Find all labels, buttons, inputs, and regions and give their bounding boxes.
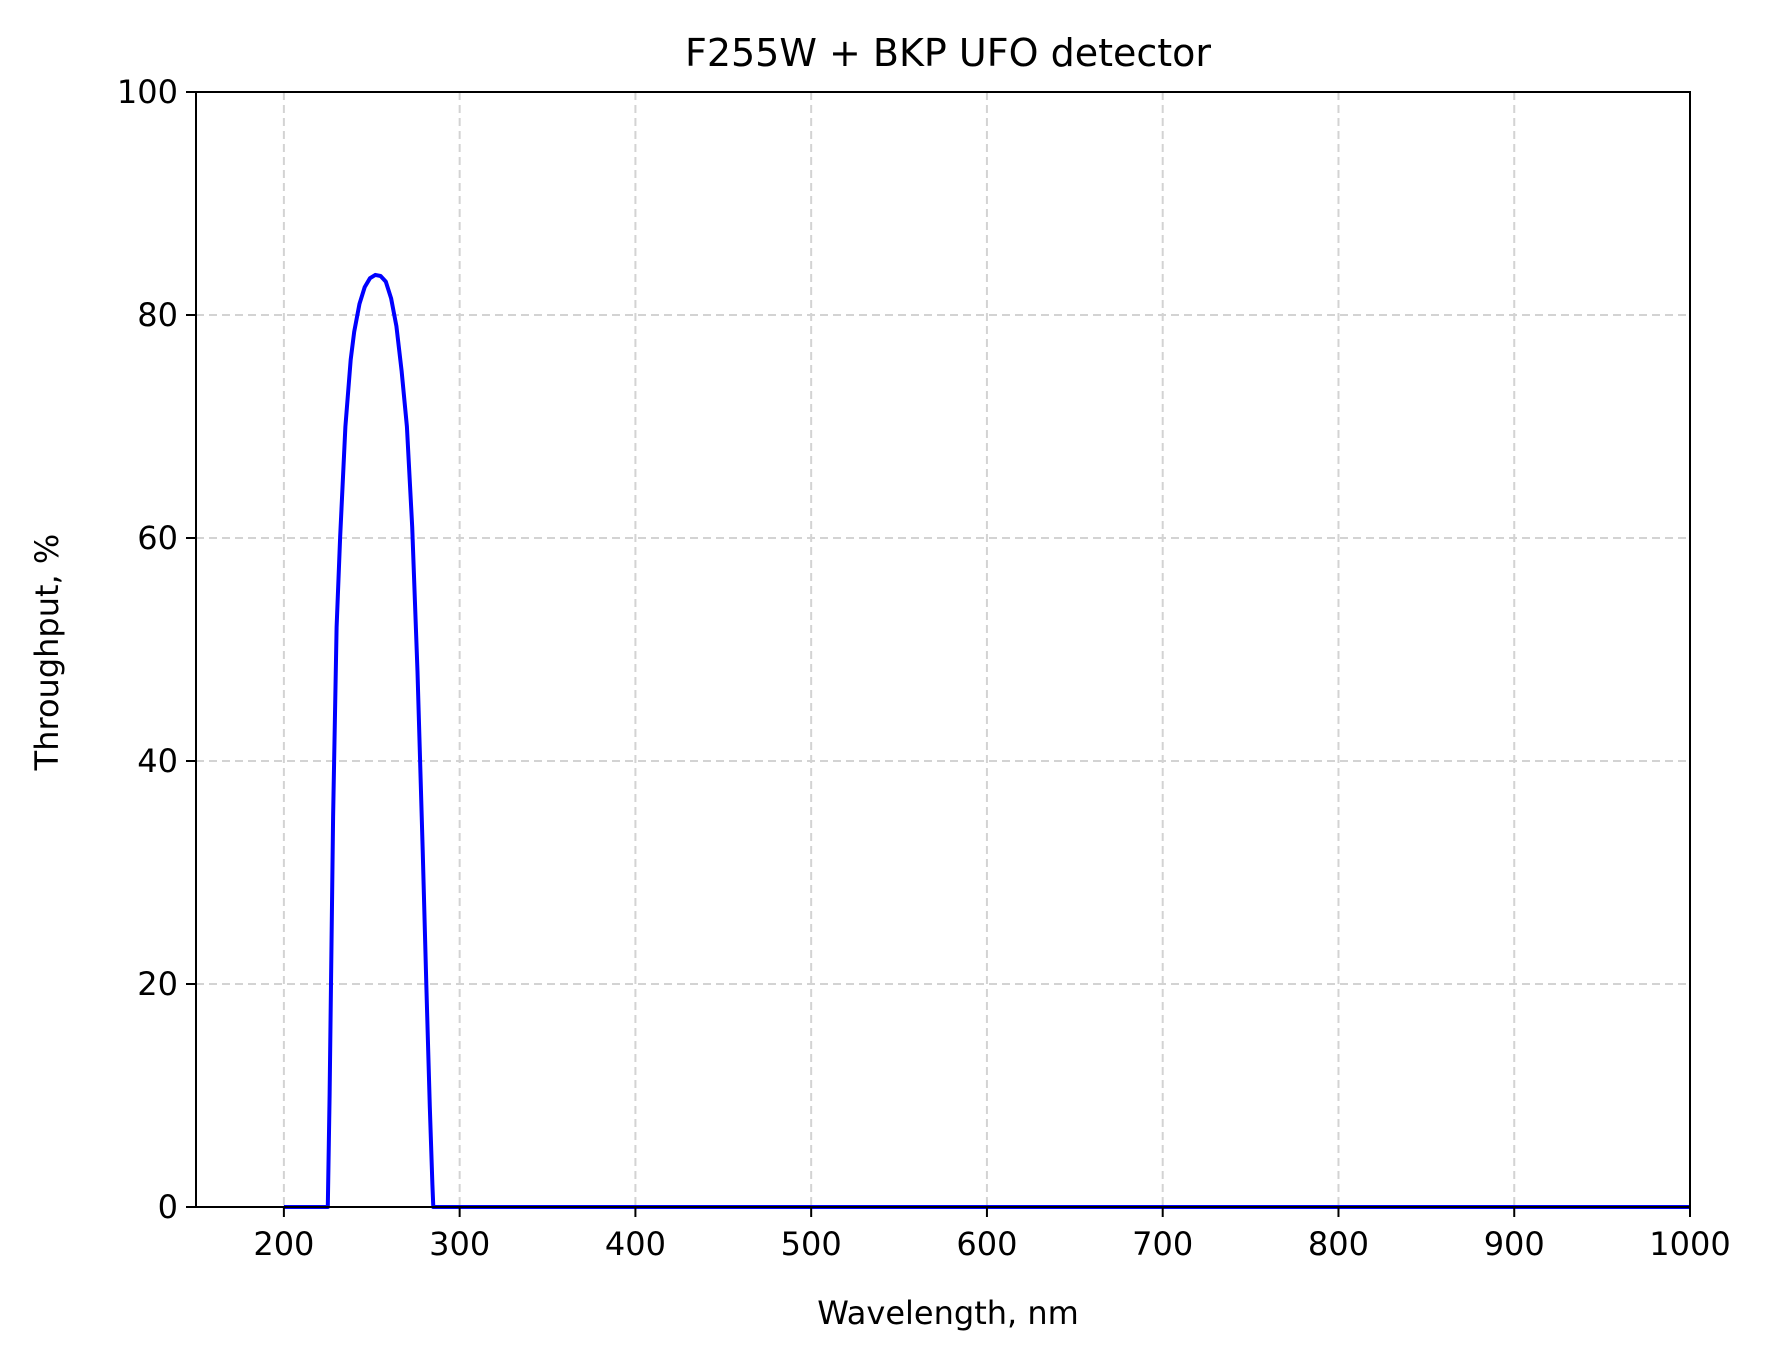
y-tick-label: 40 [137,742,178,780]
x-tick-label: 900 [1484,1225,1545,1263]
y-tick-label: 20 [137,965,178,1003]
gridlines [196,91,1691,1208]
y-tick-label: 60 [137,519,178,557]
x-tick-label: 600 [956,1225,1017,1263]
plot-frame [195,91,1691,1208]
x-tick-label: 300 [429,1225,490,1263]
x-tick-label: 1000 [1649,1225,1730,1263]
y-tick-label: 80 [137,296,178,334]
chart-title: F255W + BKP UFO detector [685,31,1211,75]
axis-ticks: 200 300 400 500 600 700 800 900 1000 0 20 40 60 80 100 [117,73,1731,1263]
x-axis-label: Wavelength, nm [817,1294,1079,1332]
y-axis-label: Throughput, % [28,534,66,772]
y-tick-label: 0 [158,1188,178,1226]
x-tick-label: 500 [781,1225,842,1263]
x-tick-label: 700 [1132,1225,1193,1263]
x-tick-label: 200 [253,1225,314,1263]
x-tick-label: 400 [605,1225,666,1263]
y-tick-label: 100 [117,73,178,111]
x-tick-label: 800 [1308,1225,1369,1263]
